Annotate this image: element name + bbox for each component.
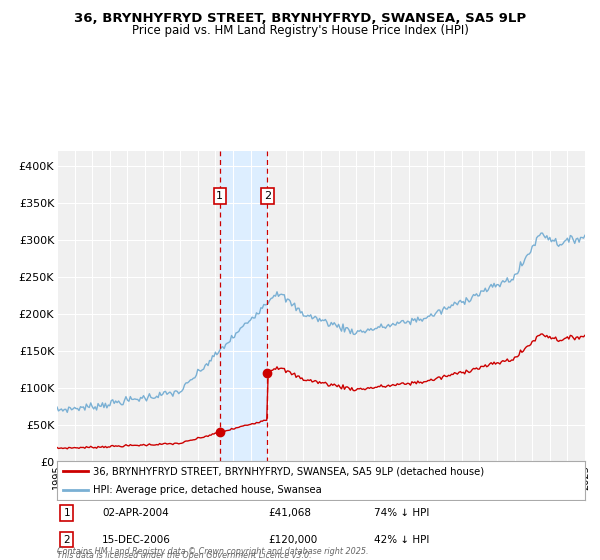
Text: 42% ↓ HPI: 42% ↓ HPI: [374, 534, 429, 544]
Text: Contains HM Land Registry data © Crown copyright and database right 2025.: Contains HM Land Registry data © Crown c…: [57, 547, 368, 556]
Text: 1: 1: [217, 192, 223, 201]
Text: £120,000: £120,000: [268, 534, 317, 544]
Text: 36, BRYNHYFRYD STREET, BRYNHYFRYD, SWANSEA, SA5 9LP (detached house): 36, BRYNHYFRYD STREET, BRYNHYFRYD, SWANS…: [93, 466, 484, 477]
Text: This data is licensed under the Open Government Licence v3.0.: This data is licensed under the Open Gov…: [57, 551, 311, 560]
Text: 74% ↓ HPI: 74% ↓ HPI: [374, 508, 429, 518]
Text: 1: 1: [64, 508, 70, 518]
Text: 2: 2: [64, 534, 70, 544]
Text: Price paid vs. HM Land Registry's House Price Index (HPI): Price paid vs. HM Land Registry's House …: [131, 24, 469, 36]
Text: 2: 2: [264, 192, 271, 201]
Bar: [220, 151, 268, 462]
Text: 36, BRYNHYFRYD STREET, BRYNHYFRYD, SWANSEA, SA5 9LP: 36, BRYNHYFRYD STREET, BRYNHYFRYD, SWANS…: [74, 12, 526, 25]
Text: £41,068: £41,068: [268, 508, 311, 518]
Text: 02-APR-2004: 02-APR-2004: [102, 508, 169, 518]
Text: 15-DEC-2006: 15-DEC-2006: [102, 534, 171, 544]
Text: HPI: Average price, detached house, Swansea: HPI: Average price, detached house, Swan…: [93, 484, 322, 494]
